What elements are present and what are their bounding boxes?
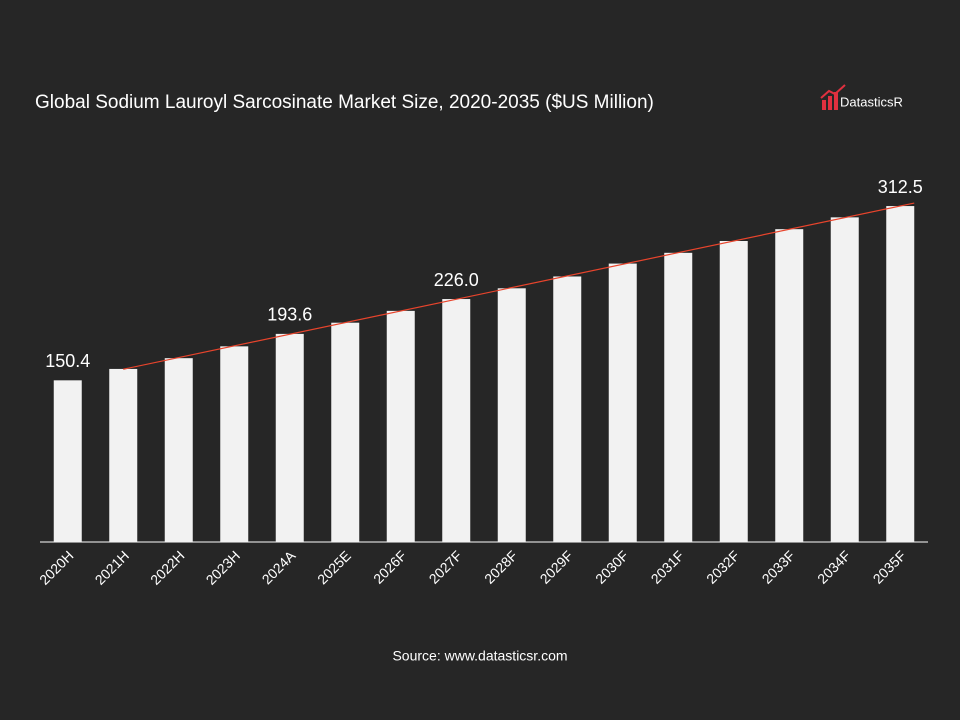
data-label: 226.0 <box>434 270 479 290</box>
bar <box>775 229 804 543</box>
bar <box>830 217 859 542</box>
bar <box>53 380 82 542</box>
bar <box>497 288 526 542</box>
source: Source: www.datasticsr.com <box>392 648 567 664</box>
logo-bar <box>828 96 832 110</box>
bar <box>275 333 304 542</box>
bar <box>442 299 471 542</box>
bar <box>220 346 249 542</box>
logo-icon <box>820 84 846 110</box>
data-label: 193.6 <box>267 305 312 325</box>
bar <box>386 310 415 542</box>
data-label: 150.4 <box>45 351 90 371</box>
logo-arrow <box>820 84 846 99</box>
logo-bar <box>822 100 826 110</box>
logo-bar <box>834 92 838 110</box>
logo-text: DatasticsR <box>840 94 903 109</box>
trend-line <box>123 202 915 370</box>
bar <box>553 276 582 542</box>
bar <box>719 241 748 542</box>
chart-title: Global Sodium Lauroyl Sarcosinate Market… <box>35 92 654 113</box>
bar <box>331 322 360 542</box>
data-label: 312.5 <box>878 177 923 197</box>
bar <box>608 263 637 542</box>
bar <box>109 368 138 542</box>
bar <box>164 358 193 542</box>
bar <box>886 206 915 542</box>
bar <box>664 252 693 542</box>
